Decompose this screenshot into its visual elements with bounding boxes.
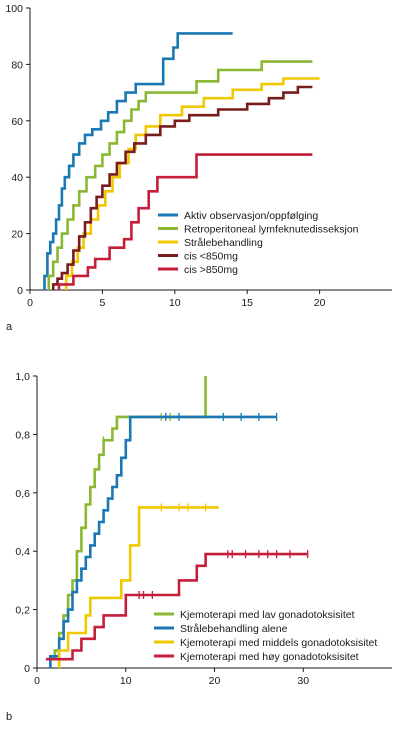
panel-label: b <box>6 711 12 723</box>
panel-label: a <box>6 321 13 333</box>
x-tick-label: 20 <box>209 675 221 687</box>
x-tick-label: 0 <box>27 297 33 309</box>
legend: Kjemoterapi med lav gonadotoksisitet Strå… <box>154 609 377 663</box>
legend-entry: Kjemoterapi med middels gonadotoksisitet <box>180 637 377 649</box>
y-tick-label: 0 <box>24 663 30 675</box>
y-tick-label: 0,6 <box>15 488 30 500</box>
y-tick-label: 0,4 <box>15 546 30 558</box>
series-line-2 <box>47 60 313 290</box>
legend-entry: Strålebehandling alene <box>180 623 288 635</box>
x-tick-label: 5 <box>99 297 105 309</box>
x-tick-label: 10 <box>120 675 132 687</box>
y-tick-label: 100 <box>5 3 23 15</box>
y-tick-label: 80 <box>11 59 23 71</box>
series-line-4 <box>45 552 308 661</box>
series-line-1 <box>43 32 233 290</box>
y-tick-label: 0,8 <box>15 429 30 441</box>
x-tick-label: 30 <box>297 675 309 687</box>
x-tick-label: 20 <box>314 297 326 309</box>
legend-entry: cis <850mg <box>184 251 238 263</box>
legend-entry: Kjemoterapi med lav gonadotoksisitet <box>180 609 355 621</box>
y-tick-label: 40 <box>11 172 23 184</box>
x-tick-label: 10 <box>169 297 181 309</box>
y-tick-label: 1,0 <box>15 371 30 383</box>
series-line-3 <box>64 77 320 290</box>
legend-entry: Retroperitoneal lymfeknutedisseksjon <box>184 224 359 236</box>
chart-panel-b: 0 10 20 30 0 0,2 0,4 0,6 0,8 1,0 Kjemoterapi med l… <box>6 371 392 723</box>
legend: Aktiv observasjon/oppfølging Retroperiton… <box>158 210 359 276</box>
series-line-1 <box>49 376 207 668</box>
legend-entry: Strålebehandling <box>184 237 263 249</box>
x-tick-label: 0 <box>34 675 40 687</box>
series-line-4 <box>51 85 313 290</box>
y-tick-label: 0 <box>17 285 23 297</box>
chart-panel-a: 0 5 10 15 20 0 20 40 60 80 100 Aktiv observasjon/op… <box>5 3 392 333</box>
series-line-5 <box>57 153 313 290</box>
y-tick-label: 60 <box>11 116 23 128</box>
legend-entry: Aktiv observasjon/oppfølging <box>184 210 318 222</box>
x-tick-label: 15 <box>241 297 253 309</box>
series-line-2 <box>49 415 277 668</box>
y-tick-label: 20 <box>11 229 23 241</box>
series-line-3 <box>57 506 219 668</box>
legend-entry: Kjemoterapi med høy gonadotoksisitet <box>180 651 359 663</box>
y-tick-label: 0,2 <box>15 605 30 617</box>
legend-entry: cis >850mg <box>184 264 238 276</box>
